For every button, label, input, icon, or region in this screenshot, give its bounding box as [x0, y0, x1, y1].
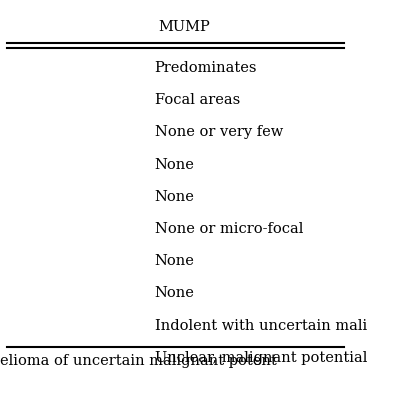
Text: Predominates: Predominates	[154, 61, 257, 75]
Text: None or micro-focal: None or micro-focal	[154, 222, 303, 236]
Text: Indolent with uncertain mali: Indolent with uncertain mali	[154, 319, 367, 333]
Text: None or very few: None or very few	[154, 125, 283, 140]
Text: None: None	[154, 286, 195, 301]
Text: Focal areas: Focal areas	[154, 93, 240, 107]
Text: None: None	[154, 254, 195, 268]
Text: MUMP: MUMP	[158, 20, 210, 34]
Text: None: None	[154, 190, 195, 204]
Text: elioma of uncertain malignant potent: elioma of uncertain malignant potent	[0, 354, 277, 368]
Text: None: None	[154, 158, 195, 172]
Text: Unclear, malignant potential: Unclear, malignant potential	[154, 351, 367, 365]
